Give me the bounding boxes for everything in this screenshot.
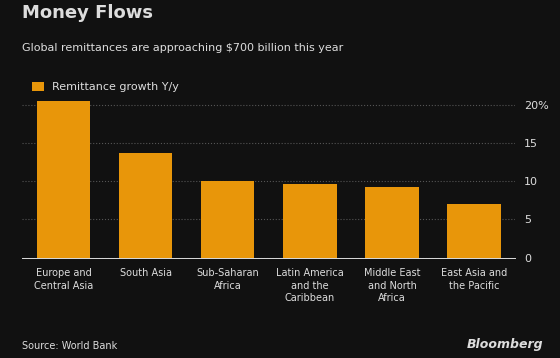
Bar [447, 204, 501, 258]
Text: Source: World Bank: Source: World Bank [22, 341, 118, 351]
Legend: Remittance growth Y/y: Remittance growth Y/y [28, 77, 184, 97]
Text: Money Flows: Money Flows [22, 4, 153, 21]
Bar [37, 101, 90, 258]
Bar [201, 181, 254, 258]
Bar [119, 153, 172, 258]
Text: Global remittances are approaching $700 billion this year: Global remittances are approaching $700 … [22, 43, 344, 53]
Text: Bloomberg: Bloomberg [466, 338, 543, 351]
Bar [283, 184, 337, 258]
Bar [365, 187, 419, 258]
